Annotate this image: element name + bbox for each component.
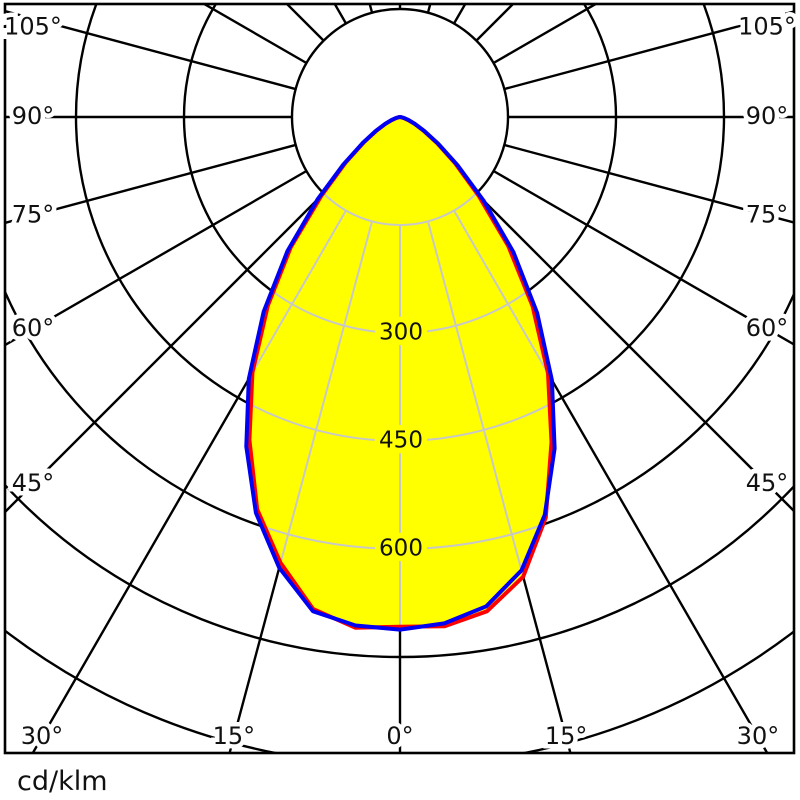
- angle-label-90-left: 90°: [12, 102, 55, 130]
- angle-label-15-right: 15°: [545, 722, 588, 750]
- angle-label-75-left: 75°: [12, 200, 55, 228]
- angle-label-45-left: 45°: [12, 469, 55, 497]
- units-label: cd/klm: [17, 766, 108, 797]
- ring-label-300: 300: [379, 320, 423, 346]
- blue-curve: [244, 115, 557, 632]
- angle-label-60-right: 60°: [746, 314, 789, 342]
- angle-label-90-right: 90°: [746, 102, 789, 130]
- grid-radial-15-right: [426, 221, 555, 630]
- grid-radial-105-left: [6, 10, 296, 91]
- grid-radial-75-left: [6, 143, 296, 224]
- ring-label-450: 450: [379, 428, 423, 454]
- grid-radial-45-right: [475, 192, 793, 512]
- angle-label-15-left: 15°: [213, 722, 256, 750]
- angle-label-30-left: 30°: [21, 722, 64, 750]
- grid-radial-60-left: [6, 169, 308, 346]
- grid-radial-105-right: [504, 10, 793, 91]
- angle-label-0-right: 0°: [386, 722, 413, 750]
- grid-radial-45-left: [6, 192, 325, 513]
- angle-label-105-left: 105°: [4, 13, 62, 41]
- grid-radial-75-right: [504, 143, 793, 224]
- angle-label-45-right: 45°: [746, 469, 789, 497]
- grid-radial-15-left: [246, 221, 374, 630]
- angle-label-75-right: 75°: [746, 200, 789, 228]
- angle-label-105-right: 105°: [738, 13, 796, 41]
- angle-label-60-left: 60°: [12, 314, 55, 342]
- angle-label-30-right: 30°: [737, 722, 780, 750]
- ring-label-600: 600: [379, 536, 423, 562]
- grid-radial-60-right: [492, 169, 793, 346]
